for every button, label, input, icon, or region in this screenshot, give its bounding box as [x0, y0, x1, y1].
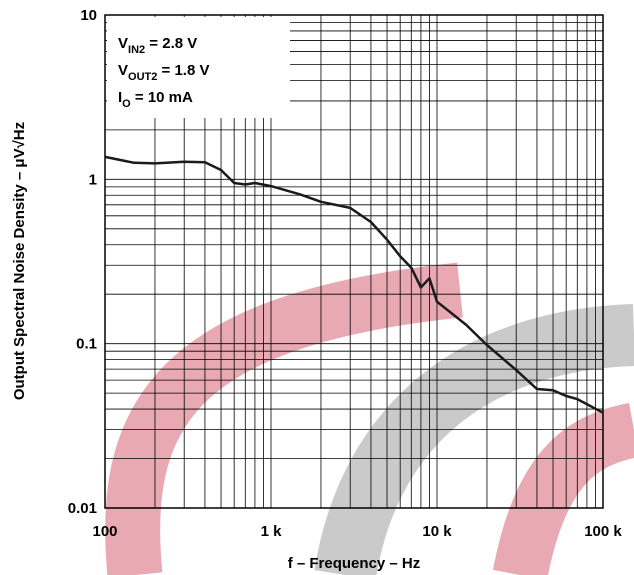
y-tick-label: 0.1 [76, 336, 97, 353]
x-axis-label: f – Frequency – Hz [288, 555, 421, 572]
annotation-subscript: O [122, 98, 131, 110]
x-tick-label: 100 [92, 523, 117, 540]
x-tick-label: 10 k [422, 523, 452, 540]
annotation-symbol: I [118, 89, 122, 106]
annotation-symbol: V [118, 62, 128, 79]
annotation-value: = 10 mA [131, 89, 193, 106]
y-tick-label: 0.01 [68, 500, 97, 517]
annotation-value: = 1.8 V [157, 62, 209, 79]
annotation-subscript: OUT2 [128, 71, 157, 83]
annotation-box [107, 17, 290, 118]
annotation: IO = 10 mA [118, 89, 193, 110]
line [104, 155, 604, 414]
annotation-subscript: IN2 [128, 44, 145, 56]
annotation-value: = 2.8 V [145, 35, 197, 52]
watermark-arc [492, 402, 634, 575]
watermark-arc [105, 262, 463, 575]
plot-frame [104, 14, 604, 509]
y-tick-label: 1 [89, 171, 97, 188]
annotation-symbol: V [118, 35, 128, 52]
y-axis-label: Output Spectral Noise Density – μV√Hz [11, 122, 28, 400]
annotation: VIN2 = 2.8 V [118, 35, 197, 56]
y-tick-label: 10 [80, 7, 97, 24]
x-tick-label: 1 k [261, 523, 283, 540]
watermark [105, 262, 634, 575]
x-tick-label: 100 k [584, 523, 622, 540]
watermark-arc [314, 304, 634, 575]
annotation: VOUT2 = 1.8 V [118, 62, 209, 83]
